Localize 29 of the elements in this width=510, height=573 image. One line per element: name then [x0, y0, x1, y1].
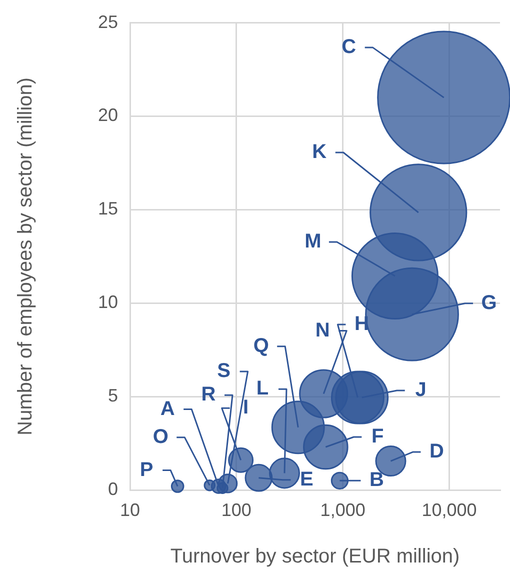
annotation: Q: [253, 334, 269, 357]
y-tick-label: 20: [98, 105, 118, 126]
annotation: J: [415, 379, 426, 402]
annotation: G: [481, 292, 497, 314]
annotation: F: [372, 426, 384, 448]
annotation: S: [217, 360, 230, 382]
annotation: O: [152, 426, 168, 448]
annotation: K: [312, 141, 328, 163]
y-tick-label: 15: [98, 198, 118, 219]
annotation: R: [201, 384, 216, 406]
y-tick-label: 5: [108, 386, 118, 406]
x-tick-label: 1,000: [320, 500, 366, 520]
y-tick-label: 25: [98, 12, 118, 32]
x-tick-label: 10,000: [422, 500, 477, 520]
annotation: I: [243, 396, 249, 419]
annotation: B: [369, 469, 384, 492]
annotation: L: [256, 378, 269, 400]
annotation: P: [140, 458, 154, 481]
annotation: A: [160, 398, 175, 420]
annotation: D: [430, 440, 444, 463]
y-axis-title: Number of employees by sector (million): [14, 77, 37, 436]
x-tick-label: 100: [221, 500, 252, 520]
x-axis-title: Turnover by sector (EUR million): [170, 546, 460, 568]
annotation: E: [300, 468, 314, 490]
annotation: C: [342, 36, 356, 58]
y-tick-label: 10: [98, 292, 118, 312]
y-tick-label: 0: [108, 478, 118, 499]
annotation: M: [304, 230, 322, 253]
annotation: N: [315, 319, 330, 342]
